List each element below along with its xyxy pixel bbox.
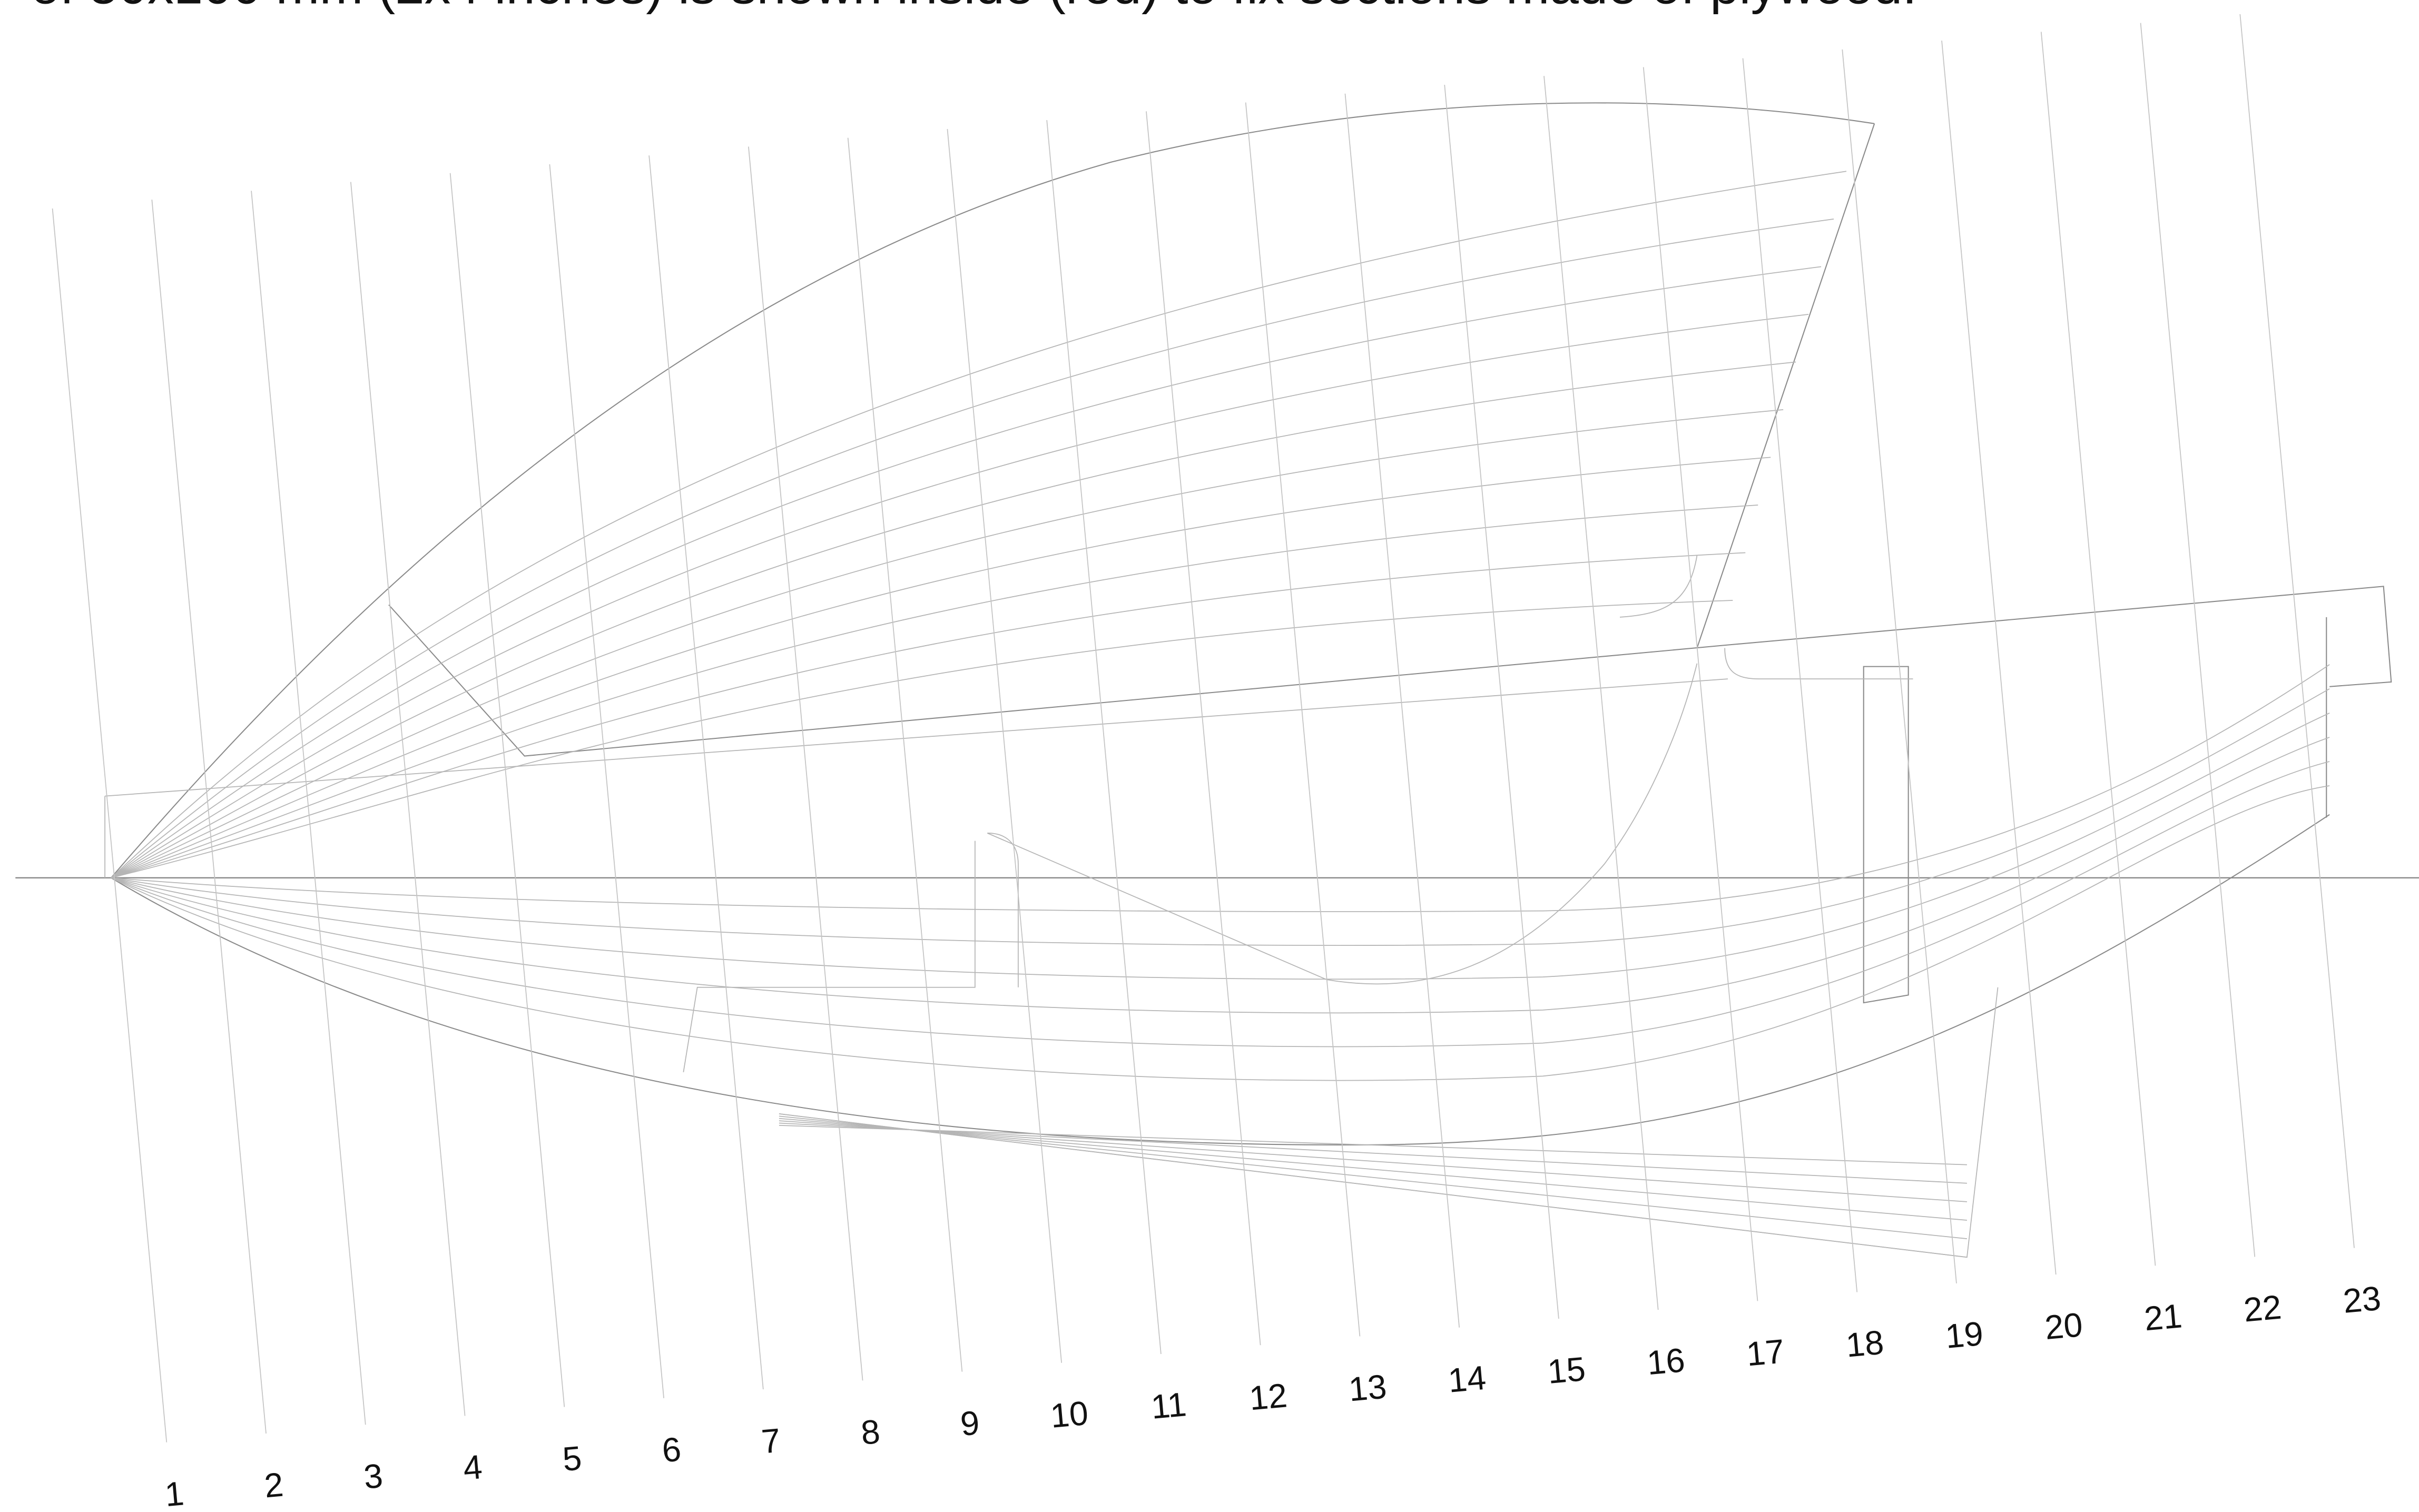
station-label: 7	[760, 1421, 782, 1461]
hull-lines	[104, 102, 2392, 1258]
station-line	[748, 146, 863, 1381]
station-line	[648, 155, 764, 1390]
station-label: 10	[1049, 1394, 1090, 1435]
waterline	[111, 552, 1746, 878]
station-line	[2140, 23, 2256, 1257]
station-line	[1543, 76, 1659, 1310]
internal-frame	[683, 833, 1019, 1072]
station-label: 6	[661, 1430, 683, 1469]
station-label: 17	[1745, 1332, 1786, 1373]
waterline	[111, 457, 1771, 878]
station-label: 16	[1646, 1341, 1687, 1382]
waterline	[111, 313, 1809, 878]
waterline	[111, 361, 1796, 878]
station-label: 5	[561, 1439, 583, 1478]
station-line	[1146, 111, 1261, 1346]
station-label: 23	[2342, 1279, 2383, 1320]
station-line	[1941, 41, 2057, 1275]
station-label: 2	[263, 1466, 285, 1505]
buttock-line	[111, 785, 2330, 1081]
caption: of 50x100 mm (2x4 inches) is shown insid…	[31, 0, 1917, 15]
station-line	[1046, 120, 1162, 1355]
station-label: 11	[1149, 1385, 1188, 1426]
station-line	[1842, 49, 1957, 1283]
plank-line	[779, 1120, 1967, 1202]
plank-line	[779, 1113, 1968, 1258]
station-line	[2040, 32, 2156, 1266]
station-label: 1	[163, 1474, 185, 1512]
waterline	[111, 409, 1784, 878]
station-line	[1643, 67, 1758, 1301]
station-line	[947, 129, 1062, 1363]
station-label: 22	[2242, 1288, 2283, 1329]
station-label: 15	[1546, 1350, 1587, 1391]
station-label: 18	[1844, 1323, 1885, 1365]
buttock-line	[111, 664, 2330, 912]
plank-line	[779, 1122, 1967, 1184]
station-line	[449, 173, 565, 1407]
waterline	[111, 266, 1822, 878]
station-line	[2239, 14, 2355, 1248]
keel-line	[111, 814, 2330, 1145]
buttock-line	[111, 713, 2330, 980]
buttock-line	[111, 737, 2330, 1014]
chine-line	[104, 678, 1728, 878]
waterline	[111, 218, 1834, 878]
stem-line	[1696, 123, 1875, 648]
station-label: 8	[859, 1412, 881, 1452]
station-line	[847, 137, 963, 1372]
station-label: 20	[2043, 1306, 2084, 1347]
station-line	[151, 200, 267, 1434]
station-line	[251, 191, 366, 1425]
station-label: 14	[1447, 1359, 1488, 1400]
deck-profile	[388, 586, 2392, 757]
station-line	[1742, 58, 1858, 1292]
station-label: 21	[2142, 1297, 2184, 1338]
station-line	[549, 164, 664, 1398]
station-label: 4	[461, 1448, 484, 1487]
station-line	[1444, 84, 1559, 1319]
waterline	[111, 505, 1758, 878]
plank-line	[779, 1115, 1968, 1240]
station-line	[1344, 93, 1460, 1328]
station-label: 12	[1248, 1376, 1289, 1417]
internal-frame	[1619, 555, 1913, 679]
waterline	[111, 600, 1733, 878]
plank-line	[779, 1118, 1968, 1221]
station-label: 13	[1347, 1368, 1388, 1409]
sheer-line	[111, 102, 1875, 878]
waterline	[111, 171, 1847, 878]
plank-line	[779, 1125, 1967, 1165]
station-line	[350, 182, 466, 1416]
station-label: 3	[362, 1457, 385, 1496]
station-label: 19	[1944, 1315, 1985, 1356]
station-line	[52, 208, 168, 1442]
stations: 1 2 3 4 5 6 7 8 9 10 11 12 13 14 15 16 17 18 19 20 21 22 23	[52, 14, 2383, 1512]
transom-frame	[1863, 666, 1909, 1004]
internal-frame	[987, 663, 1698, 985]
station-line	[1245, 102, 1361, 1337]
station-label: 9	[959, 1404, 981, 1443]
bottom-panel	[779, 987, 1999, 1258]
buttock-line	[111, 688, 2330, 946]
buttock-line	[111, 761, 2330, 1047]
